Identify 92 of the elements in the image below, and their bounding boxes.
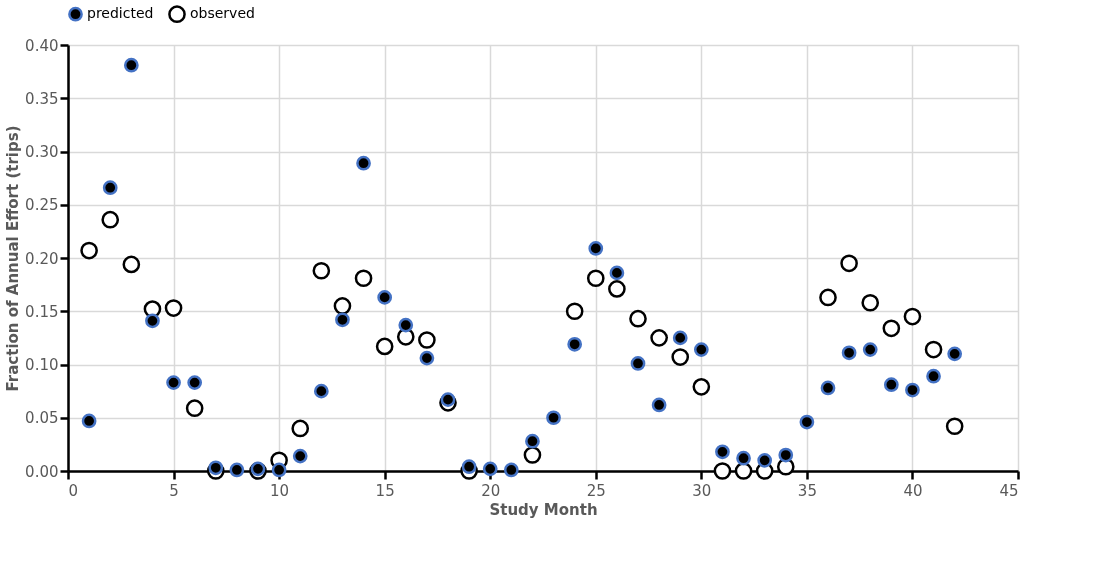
- point: [546, 410, 561, 426]
- y-axis-title: Fraction of Annual Effort (trips): [4, 125, 23, 392]
- point: [693, 342, 709, 357]
- point: [145, 313, 160, 329]
- point: [398, 317, 414, 333]
- y-tick-label: 0.40: [25, 36, 59, 55]
- point: [122, 255, 141, 274]
- point: [861, 293, 880, 312]
- x-tick-label: 10: [270, 481, 290, 500]
- point: [271, 462, 287, 478]
- x-tick-label: 15: [375, 481, 395, 500]
- y-tick-label: 0.25: [25, 196, 59, 215]
- x-tick-label: 40: [903, 481, 923, 500]
- point: [799, 414, 815, 430]
- point: [80, 241, 98, 260]
- x-tick-label: 35: [797, 481, 817, 500]
- point: [419, 350, 435, 366]
- legend-label: observed: [190, 5, 255, 22]
- y-tick-label: 0.20: [25, 249, 59, 268]
- y-tick-label: 0.10: [25, 356, 59, 374]
- point: [778, 447, 794, 463]
- y-tick-label: 0.15: [25, 302, 59, 321]
- point: [734, 462, 753, 480]
- point: [354, 269, 373, 288]
- point: [820, 380, 836, 396]
- point: [586, 269, 605, 288]
- point: [629, 309, 647, 328]
- point: [102, 180, 118, 196]
- point: [377, 290, 393, 305]
- point: [883, 377, 899, 393]
- point: [185, 399, 204, 417]
- point: [882, 319, 901, 338]
- point: [208, 460, 224, 476]
- point: [164, 299, 183, 317]
- point: [375, 337, 394, 356]
- x-tick-label: 25: [586, 481, 606, 500]
- x-tick-label: 5: [169, 481, 179, 500]
- point: [841, 345, 857, 361]
- point: [229, 462, 245, 478]
- point: [503, 462, 519, 478]
- point: [335, 312, 350, 328]
- point: [608, 280, 626, 298]
- point: [482, 461, 498, 477]
- point: [313, 383, 329, 399]
- point: [819, 288, 837, 307]
- point: [567, 336, 583, 352]
- point: [736, 450, 751, 466]
- point: [692, 378, 711, 396]
- point: [671, 348, 690, 366]
- point: [525, 433, 540, 449]
- legend-label: predicted: [87, 5, 154, 22]
- point: [461, 459, 477, 475]
- point: [440, 392, 456, 408]
- y-tick-label: 0.05: [25, 409, 59, 428]
- point: [713, 462, 732, 480]
- point: [609, 265, 625, 281]
- point: [945, 417, 964, 436]
- point: [523, 446, 542, 464]
- point: [588, 241, 604, 256]
- point: [292, 448, 308, 464]
- point: [924, 340, 943, 359]
- point: [840, 254, 858, 273]
- point: [715, 444, 730, 460]
- point: [903, 307, 922, 326]
- x-tick-label: 20: [481, 481, 501, 500]
- point: [333, 297, 352, 315]
- point: [651, 397, 667, 413]
- point: [565, 302, 584, 321]
- y-tick-label: 0.35: [25, 89, 59, 108]
- point: [757, 452, 773, 468]
- point: [905, 382, 920, 398]
- point: [650, 329, 668, 347]
- point: [123, 57, 139, 73]
- x-tick-label: 0: [68, 481, 79, 500]
- y-tick-label: 0.00: [25, 462, 59, 481]
- point: [187, 375, 203, 390]
- point: [101, 210, 120, 229]
- point: [672, 330, 688, 346]
- point: [166, 375, 181, 390]
- point: [926, 368, 941, 384]
- point: [862, 342, 878, 357]
- x-tick-label: 30: [692, 481, 712, 500]
- x-tick-label: 45: [999, 481, 1019, 500]
- point: [81, 413, 97, 429]
- point: [418, 331, 436, 349]
- point: [312, 261, 331, 280]
- point: [356, 155, 371, 171]
- x-axis-title: Study Month: [489, 500, 598, 519]
- point: [630, 356, 646, 371]
- point: [947, 346, 963, 362]
- y-tick-label: 0.30: [25, 143, 59, 161]
- point: [291, 419, 310, 438]
